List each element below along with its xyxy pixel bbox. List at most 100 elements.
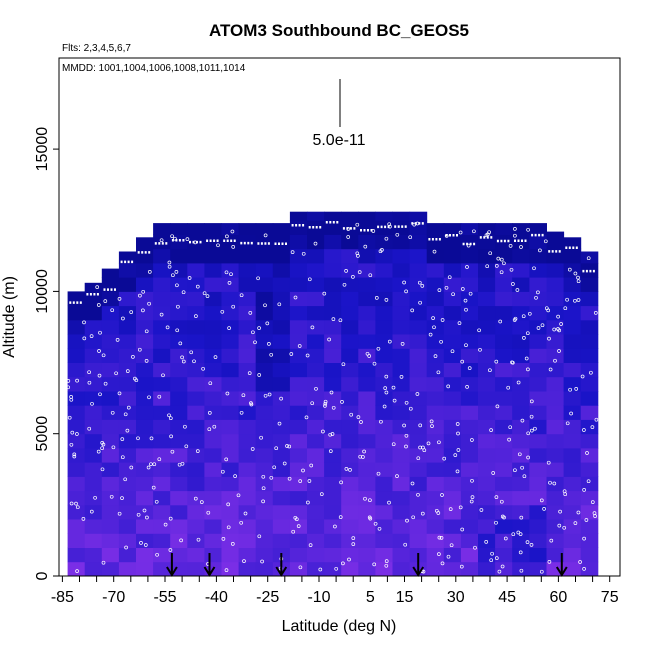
- heatmap-cell: [84, 419, 103, 435]
- heatmap-cell: [375, 447, 393, 463]
- heatmap-cell: [255, 223, 274, 235]
- heatmap-cell: [580, 533, 599, 548]
- heatmap-cell: [460, 533, 479, 548]
- heatmap-cell: [324, 519, 342, 534]
- heatmap-cell: [580, 376, 599, 392]
- sample-point: [87, 380, 92, 385]
- sample-point: [236, 493, 241, 498]
- heatmap-cell: [426, 234, 445, 250]
- heatmap-cell: [187, 348, 205, 363]
- sample-point: [339, 480, 343, 485]
- sample-point: [502, 261, 506, 266]
- sample-point: [129, 310, 134, 314]
- heatmap-cell: [255, 262, 274, 278]
- heatmap-cell: [221, 248, 240, 264]
- heatmap-cell: [101, 268, 120, 278]
- heatmap-cell: [289, 490, 308, 506]
- sample-point: [202, 291, 207, 296]
- heatmap-cell: [255, 248, 274, 264]
- sample-point: [155, 552, 159, 557]
- heatmap-cell: [238, 334, 257, 349]
- heatmap-cell: [153, 348, 171, 363]
- heatmap-cell: [118, 405, 137, 420]
- sample-point: [114, 371, 118, 376]
- heatmap-cell: [460, 262, 479, 278]
- heatmap-cell: [443, 223, 462, 235]
- heatmap-cell: [187, 547, 205, 563]
- sample-point: [167, 413, 171, 418]
- heatmap-cell: [409, 334, 428, 349]
- heatmap-cell: [375, 362, 393, 378]
- sample-point: [410, 481, 415, 486]
- heatmap-cell: [341, 519, 359, 534]
- heatmap-cell: [272, 533, 291, 548]
- sample-point: [180, 355, 184, 360]
- sample-point: [582, 488, 586, 492]
- sample-point: [242, 559, 246, 563]
- heatmap-cell: [238, 362, 257, 378]
- heatmap-cell: [324, 419, 342, 435]
- heatmap-cell: [67, 334, 86, 349]
- heatmap-cell: [409, 248, 428, 264]
- heatmap-cell: [204, 334, 222, 349]
- heatmap-cell: [426, 262, 445, 278]
- heatmap-cell: [460, 419, 479, 435]
- sample-point: [448, 507, 453, 511]
- heatmap-cell: [563, 561, 582, 577]
- heatmap-cell: [238, 547, 257, 563]
- sample-point: [328, 449, 333, 453]
- sample-point: [100, 441, 105, 445]
- sample-point: [277, 421, 282, 426]
- heatmap-cell: [341, 561, 359, 577]
- sample-point: [542, 507, 546, 511]
- sample-point: [540, 323, 545, 328]
- sample-point: [367, 515, 372, 520]
- sample-point: [194, 314, 198, 318]
- heatmap-cell: [546, 476, 565, 492]
- heatmap-cell: [289, 291, 308, 307]
- heatmap-cell: [512, 433, 530, 449]
- sample-point: [456, 431, 460, 436]
- sample-point: [351, 536, 356, 540]
- heatmap-cell: [392, 277, 411, 292]
- sample-point: [96, 449, 101, 454]
- heatmap-cell: [272, 490, 291, 506]
- sample-point: [516, 380, 521, 385]
- heatmap-cell: [580, 447, 599, 463]
- sample-point: [363, 496, 367, 501]
- heatmap-cell: [358, 362, 376, 378]
- sample-point: [472, 229, 476, 234]
- heatmap-cell: [409, 305, 428, 321]
- heatmap-cell: [460, 305, 479, 321]
- heatmap-cell: [563, 519, 582, 534]
- heatmap-cell: [358, 319, 376, 335]
- heatmap-cell: [221, 561, 240, 577]
- sample-point: [329, 390, 334, 395]
- heatmap-cell: [255, 348, 274, 363]
- sample-point: [90, 401, 94, 406]
- heatmap-cell: [443, 277, 462, 292]
- heatmap-cell: [443, 319, 462, 335]
- heatmap-cell: [392, 262, 411, 278]
- sample-point: [520, 465, 524, 470]
- heatmap-cell: [341, 476, 359, 492]
- sample-point: [374, 296, 379, 300]
- heatmap-cell: [170, 248, 188, 264]
- sample-point: [330, 432, 335, 436]
- sample-point: [426, 441, 431, 446]
- sample-point: [404, 444, 408, 449]
- sample-point: [157, 457, 162, 462]
- heatmap-cell: [118, 533, 137, 548]
- sample-point: [314, 386, 318, 391]
- sample-point: [408, 406, 413, 411]
- sample-point: [93, 495, 97, 500]
- sample-point: [351, 542, 356, 546]
- heatmap-cell: [238, 248, 257, 264]
- heatmap-cell: [84, 433, 103, 449]
- heatmap-cell: [153, 419, 171, 435]
- sample-point: [307, 479, 312, 483]
- heatmap-cell: [101, 362, 120, 378]
- heatmap-cell: [324, 220, 342, 235]
- heatmap-cell: [136, 433, 154, 449]
